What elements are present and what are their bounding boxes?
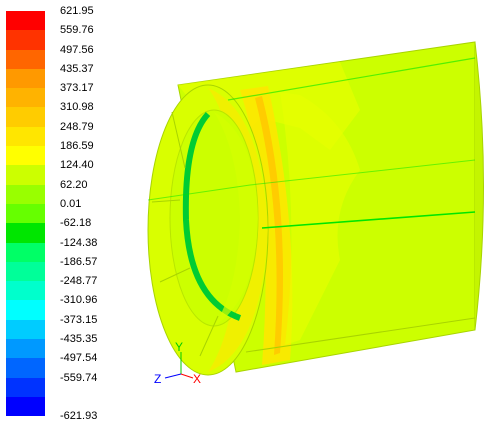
legend-swatch: [6, 358, 45, 378]
legend-value: -435.35: [60, 333, 98, 346]
legend-row: -124.38: [6, 237, 126, 262]
x-axis-label: X: [193, 372, 201, 386]
legend-value: -124.38: [60, 236, 98, 249]
legend-value: 248.79: [60, 120, 94, 133]
legend-value: 62.20: [60, 178, 88, 191]
legend-value: 559.76: [60, 24, 94, 37]
legend-swatch: [6, 319, 45, 340]
legend-row: 559.76: [6, 24, 126, 50]
legend-value: 0.01: [60, 197, 82, 210]
color-legend: 621.95 559.76 497.56 435.37 373.17 310.98 248.…: [6, 5, 126, 422]
legend-value: -310.96: [60, 294, 98, 307]
legend-row: 310.98: [6, 101, 126, 127]
face-seam-1: [171, 111, 186, 169]
legend-swatch: [6, 242, 45, 262]
legend-swatch: [6, 146, 45, 166]
legend-row: 435.37: [6, 63, 126, 89]
legend-row: 186.59: [6, 140, 126, 166]
legend-row: -435.35: [6, 333, 126, 359]
legend-value: 621.95: [60, 5, 94, 17]
face-seam-3: [159, 267, 191, 283]
legend-swatch: [6, 126, 45, 147]
legend-row: 373.17: [6, 82, 126, 108]
legend-row: 124.40: [6, 159, 126, 185]
legend-row: -186.57: [6, 256, 126, 282]
legend-swatch: [6, 261, 45, 282]
legend-swatch: [6, 30, 45, 50]
legend-row: -621.93: [6, 396, 126, 422]
legend-value: 124.40: [60, 159, 94, 172]
legend-swatch: [6, 396, 45, 417]
legend-min-value: -621.93: [60, 409, 98, 422]
legend-row: -62.18: [6, 217, 126, 243]
face-seam-2: [151, 199, 181, 203]
legend-row: 0.01: [6, 198, 126, 224]
body-seam-top: [227, 57, 476, 101]
legend-swatch: [6, 107, 45, 127]
axis-triad: Y Z X: [154, 340, 201, 386]
legend-swatch: [6, 281, 45, 301]
legend-value: 497.56: [60, 43, 94, 56]
bore-ring: [182, 111, 242, 321]
legend-row: 621.95: [6, 5, 126, 31]
face-seam-4: [199, 315, 219, 357]
legend-value: -559.74: [60, 371, 98, 384]
legend-value: -62.18: [60, 217, 92, 230]
legend-swatch: [6, 300, 45, 320]
legend-swatch: [6, 11, 45, 31]
legend-swatch: [6, 203, 45, 224]
z-axis-label: Z: [154, 372, 161, 386]
legend-row: -559.74: [6, 372, 126, 397]
legend-row: -497.54: [6, 352, 126, 378]
z-axis-line: [164, 373, 182, 379]
legend-swatch: [6, 377, 45, 397]
cylinder-right-edge: [474, 41, 484, 331]
legend-value: -248.77: [60, 275, 98, 288]
legend-row: 497.56: [6, 44, 126, 69]
legend-swatch: [6, 68, 45, 89]
legend-swatch: [6, 165, 45, 185]
legend-row: 62.20: [6, 179, 126, 204]
legend-value: 435.37: [60, 62, 94, 75]
legend-swatch: [6, 223, 45, 243]
legend-row: -310.96: [6, 294, 126, 320]
y-axis-label: Y: [175, 340, 183, 354]
legend-row: -373.15: [6, 314, 126, 340]
legend-value: 186.59: [60, 140, 94, 153]
legend-swatch: [6, 184, 45, 204]
legend-row: 248.79: [6, 121, 126, 147]
legend-value: 310.98: [60, 101, 94, 114]
warm-region-right: [280, 92, 360, 345]
model-viewport[interactable]: Y Z X: [0, 0, 490, 396]
body-seam-bottom: [245, 317, 476, 353]
legend-swatch: [6, 339, 45, 359]
legend-value: -497.54: [60, 352, 98, 365]
legend-value: 373.17: [60, 82, 94, 95]
legend-value: -373.15: [60, 313, 98, 326]
legend-swatch: [6, 88, 45, 108]
front-face-warm: [208, 88, 268, 372]
hot-streak: [255, 96, 284, 355]
legend-swatch: [6, 49, 45, 69]
legend-value: -186.57: [60, 255, 98, 268]
body-seam-mid: [261, 211, 476, 229]
body-seam-left: [147, 159, 476, 201]
legend-row: -248.77: [6, 275, 126, 301]
bore-inner-shade: [214, 112, 258, 326]
x-axis-line: [180, 373, 194, 379]
